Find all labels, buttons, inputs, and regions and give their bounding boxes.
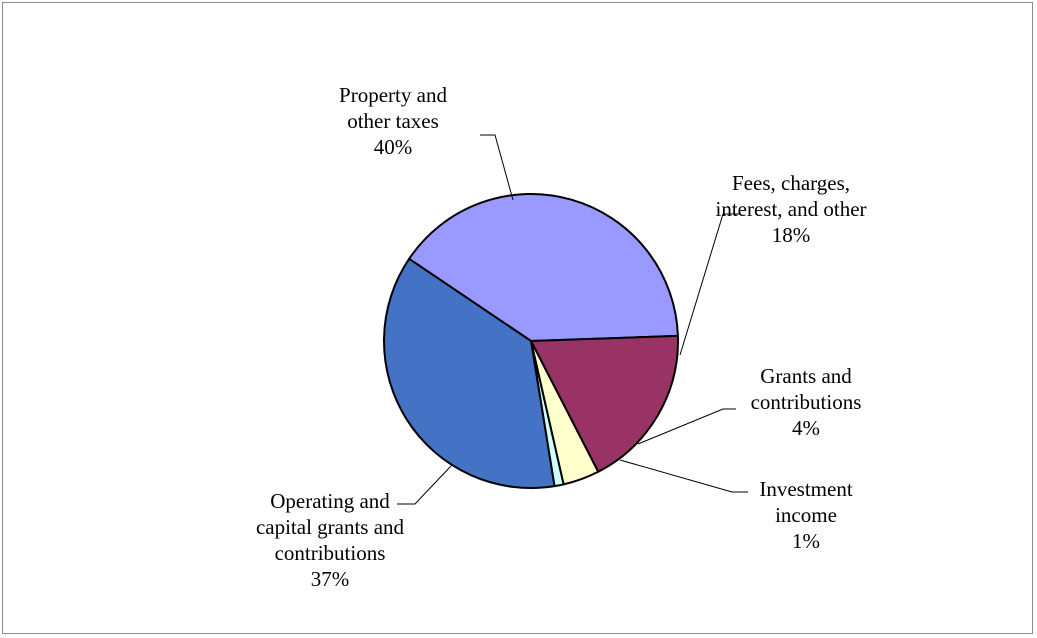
slice-label-line: Fees, charges, xyxy=(732,171,850,195)
leader-lines xyxy=(397,134,748,505)
slice-percent: 18% xyxy=(772,223,811,247)
pie-slice-4 xyxy=(383,257,556,489)
slice-label-line: Investment xyxy=(759,477,852,501)
slice-label-line: Operating and xyxy=(270,489,390,513)
pie-slices xyxy=(383,193,679,489)
leader-line-4 xyxy=(397,465,452,505)
slice-label-line: Grants and xyxy=(760,364,852,388)
leader-line-1 xyxy=(679,213,739,356)
slice-label-0: Property and other taxes 40% xyxy=(339,83,447,159)
slice-percent: 4% xyxy=(792,416,820,440)
slice-percent: 37% xyxy=(311,567,350,591)
slice-percent: 1% xyxy=(792,529,820,553)
pie-slice-1 xyxy=(530,334,679,473)
slice-label-line: contributions xyxy=(275,541,386,565)
slice-label-2: Grants and contributions 4% xyxy=(751,364,862,440)
pie-slice-0 xyxy=(408,193,679,342)
slice-label-line: capital grants and xyxy=(256,515,405,539)
slice-label-line: Property and xyxy=(339,83,447,107)
pie-chart: Property and other taxes 40% Fees, charges,… xyxy=(256,83,867,591)
slice-percent: 40% xyxy=(374,135,413,159)
slice-label-4: Operating and capital grants and contribut… xyxy=(256,489,405,591)
leader-line-0 xyxy=(480,134,514,201)
slice-label-1: Fees, charges, interest, and other 18% xyxy=(715,171,866,247)
slice-label-line: other taxes xyxy=(347,109,439,133)
leader-line-3 xyxy=(619,459,748,493)
slice-label-line: interest, and other xyxy=(715,197,866,221)
slice-label-line: income xyxy=(775,503,837,527)
slice-label-line: contributions xyxy=(751,390,862,414)
data-labels: Property and other taxes 40% Fees, charges,… xyxy=(256,83,867,591)
leader-line-2 xyxy=(637,408,736,445)
slice-label-3: Investment income 1% xyxy=(759,477,852,553)
